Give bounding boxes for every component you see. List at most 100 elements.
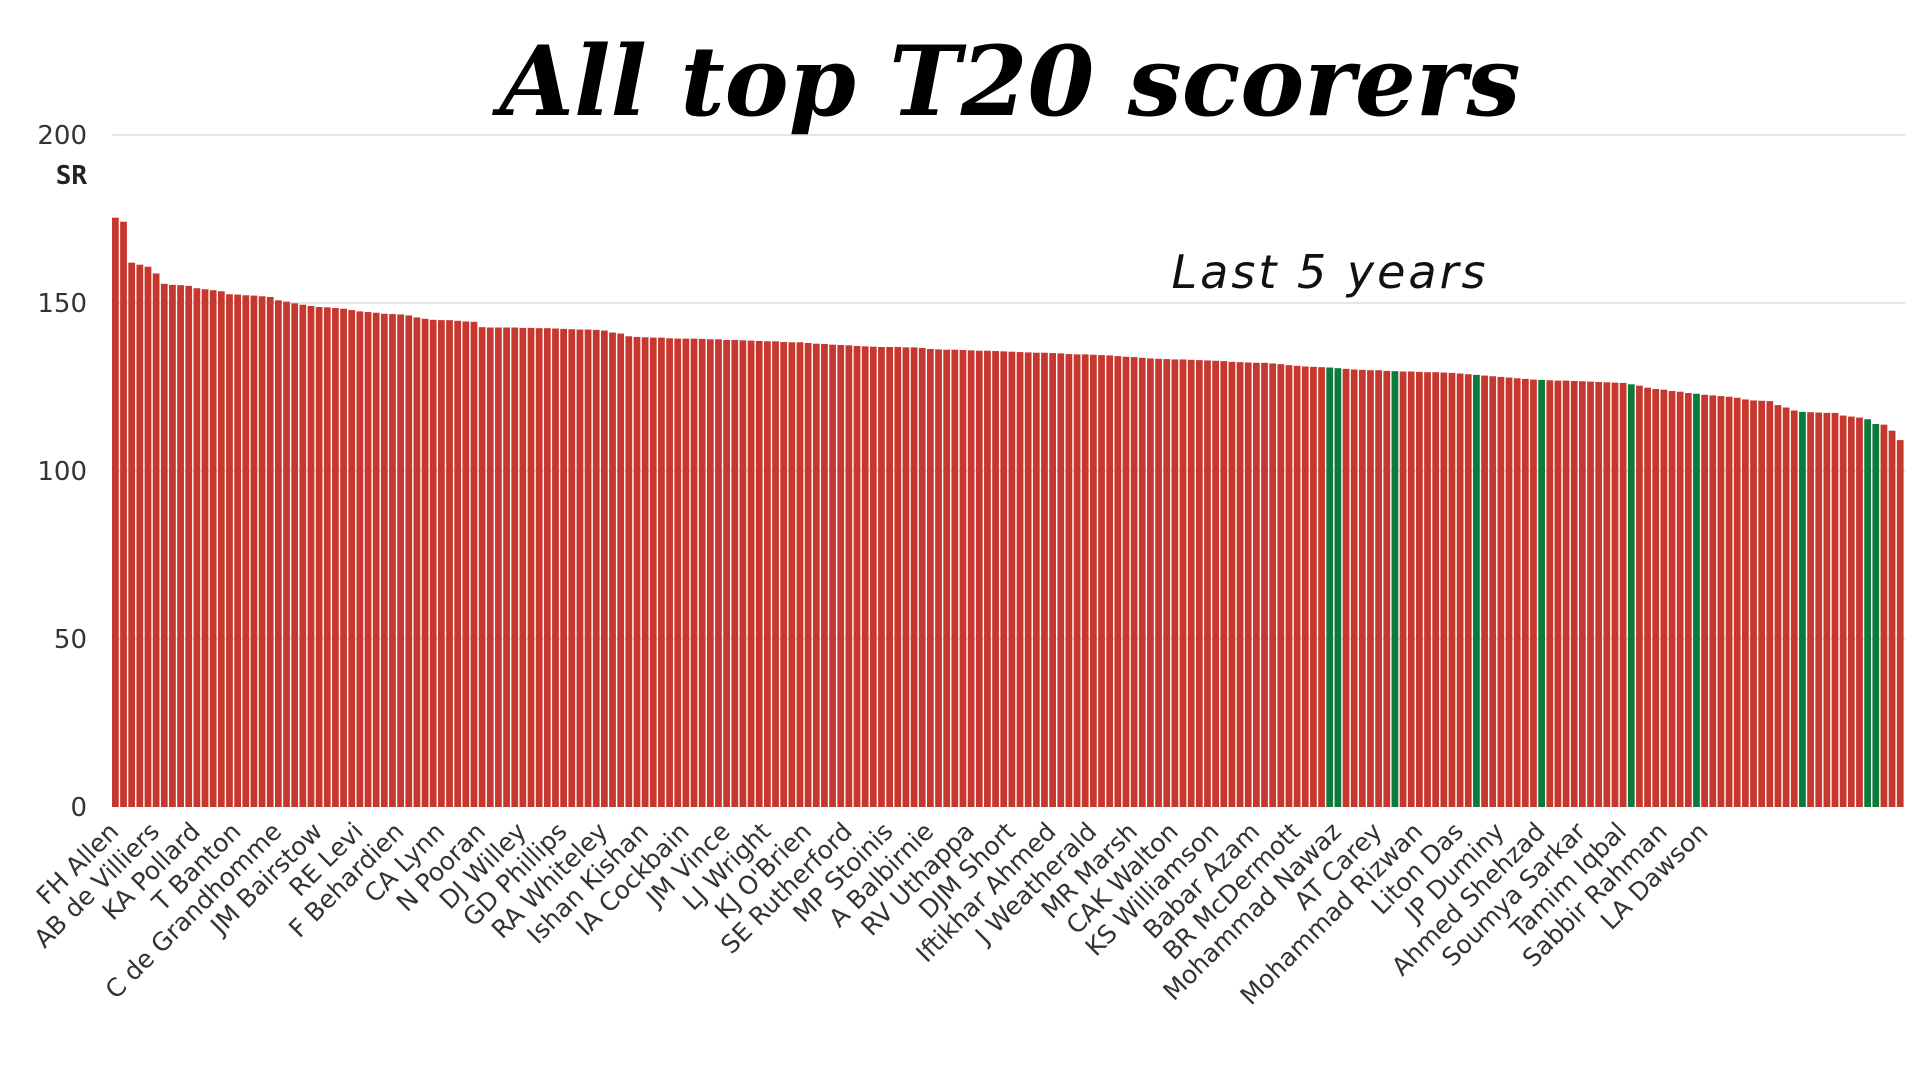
bar (1782, 407, 1790, 807)
bar (1473, 374, 1480, 807)
bar (503, 327, 510, 807)
bar (511, 327, 519, 807)
bar (984, 350, 991, 807)
bar (625, 336, 633, 807)
bar (470, 321, 478, 807)
bar (1554, 380, 1562, 807)
bar (902, 347, 910, 807)
bar (1416, 371, 1423, 807)
bar (951, 349, 959, 807)
bar (1032, 352, 1040, 807)
bar (1171, 359, 1179, 807)
bar (348, 310, 356, 807)
bar (1008, 351, 1016, 807)
bar (1220, 361, 1228, 807)
bar (1253, 362, 1260, 807)
bar (1342, 368, 1350, 807)
bar (1326, 367, 1334, 807)
bar (1432, 372, 1440, 807)
bar (633, 336, 641, 807)
bar (495, 327, 502, 807)
bar (299, 304, 307, 807)
bar (1750, 400, 1757, 807)
bar (1684, 393, 1692, 807)
bar (112, 217, 119, 807)
bar (682, 338, 690, 807)
bar (837, 345, 845, 807)
bar (1603, 382, 1611, 807)
bar (266, 296, 274, 807)
bar (869, 346, 877, 807)
bar (1864, 419, 1871, 807)
bar (1122, 356, 1130, 807)
bar (1057, 353, 1065, 807)
bar (1106, 355, 1114, 807)
chart-subtitle: Last 5 years (1172, 245, 1489, 299)
bar (372, 312, 380, 807)
bar (1733, 397, 1741, 807)
bar (1611, 382, 1619, 807)
bar (698, 338, 706, 807)
bar (1587, 381, 1594, 807)
bar (959, 350, 967, 807)
bar (152, 273, 160, 807)
bar (576, 329, 584, 807)
bar (275, 300, 282, 807)
bar (1212, 360, 1219, 807)
bar (1000, 351, 1008, 807)
bar (780, 341, 788, 807)
bar (201, 289, 209, 807)
bar (1358, 369, 1366, 807)
bar (1619, 382, 1627, 807)
bar (315, 307, 323, 807)
bar (1236, 362, 1244, 807)
bar (1595, 381, 1603, 807)
bar (1774, 405, 1782, 807)
bar (649, 337, 657, 807)
bar (323, 307, 331, 807)
bar (796, 342, 804, 807)
bar (185, 285, 193, 807)
bar (764, 341, 771, 807)
bar (666, 338, 673, 807)
bar (1318, 367, 1325, 807)
bar (1880, 424, 1888, 807)
bar (1448, 372, 1456, 807)
bar (258, 296, 266, 807)
bar (1579, 381, 1586, 807)
y-axis: 0 50 100 150 200 (37, 121, 87, 823)
bar (250, 295, 258, 807)
bar (1367, 370, 1374, 807)
bar (1350, 369, 1358, 807)
bar (739, 340, 747, 807)
bar (812, 343, 820, 807)
bar (1269, 363, 1277, 807)
bar (1481, 375, 1488, 807)
bar (1742, 399, 1749, 807)
bar (1424, 372, 1431, 807)
bar (935, 349, 942, 807)
bar (120, 221, 127, 808)
bar (992, 351, 999, 807)
bar (1261, 362, 1268, 807)
bar (1872, 423, 1880, 807)
bar (918, 348, 926, 807)
bar (1644, 387, 1651, 807)
bar (177, 285, 184, 807)
bar (1758, 400, 1766, 807)
bar (747, 340, 755, 807)
bar (975, 350, 983, 807)
bar (1114, 356, 1122, 807)
bar (1546, 380, 1554, 807)
bar (910, 347, 918, 807)
bar (1383, 370, 1391, 807)
y-tick-label: 150 (37, 289, 87, 319)
bar (1399, 371, 1407, 807)
bar (340, 308, 347, 807)
bar (1701, 394, 1708, 807)
bar (788, 342, 796, 807)
bar (1513, 378, 1521, 807)
bar (462, 321, 470, 807)
bar (169, 284, 176, 808)
bar (1187, 359, 1195, 807)
